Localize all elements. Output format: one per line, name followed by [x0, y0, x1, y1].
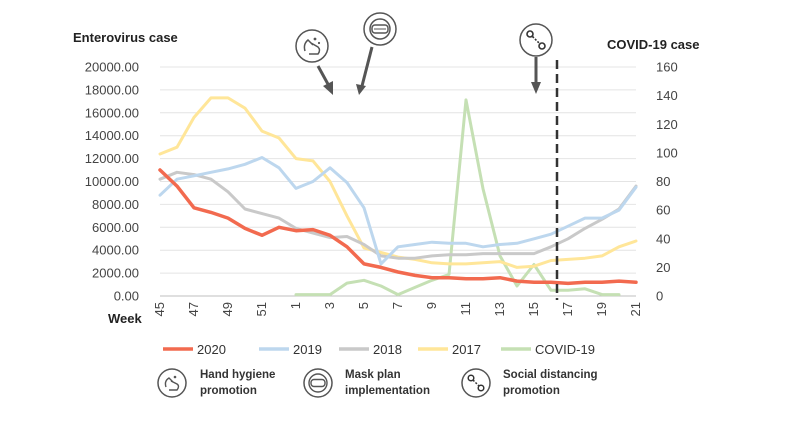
x-axis-title: Week [108, 311, 142, 326]
x-tick-label: 49 [220, 302, 235, 316]
y-left-ticks: 0.00 2000.00 4000.00 6000.00 8000.00 10000.00… [85, 60, 139, 304]
x-tick-label: 21 [628, 302, 643, 316]
y-right-tick-label: 120 [656, 117, 678, 132]
y-left-tick-label: 2000.00 [92, 266, 139, 281]
x-tick-label: 51 [254, 302, 269, 316]
legend-label: COVID-19 [535, 342, 595, 357]
y-right-tick-label: 20 [656, 260, 670, 275]
y-right-tick-label: 140 [656, 88, 678, 103]
y-right-title: COVID-19 case [607, 37, 700, 52]
note-hand-line1: Hand hygiene [200, 369, 275, 381]
note-hand-line2: promotion [200, 385, 257, 397]
x-tick-label: 47 [186, 302, 201, 316]
y-left-tick-label: 10000.00 [85, 174, 139, 189]
y-left-tick-label: 8000.00 [92, 197, 139, 212]
x-tick-label: 5 [356, 302, 371, 309]
y-left-tick-label: 12000.00 [85, 151, 139, 166]
x-tick-label: 7 [390, 302, 405, 309]
legend-label: 2018 [373, 342, 402, 357]
series-lines [158, 96, 638, 297]
x-tick-label: 13 [492, 302, 507, 316]
y-right-tick-label: 0 [656, 289, 663, 304]
series-line-covid-19 [294, 98, 621, 297]
y-left-tick-label: 4000.00 [92, 243, 139, 258]
note-distance-line1: Social distancing [503, 369, 598, 381]
series-line-2020 [158, 168, 638, 286]
note-mask-line1: Mask plan [345, 369, 401, 381]
note-mask-line2: implementation [345, 385, 430, 397]
x-tick-label: 9 [424, 302, 439, 309]
legend-label: 2019 [293, 342, 322, 357]
y-left-tick-label: 14000.00 [85, 128, 139, 143]
hand-hygiene-icon [295, 29, 329, 63]
hand-hygiene-icon [157, 368, 187, 398]
x-ticks: 45 47 49 51 1 3 5 7 9 11 13 15 17 19 21 [152, 302, 643, 316]
y-right-tick-label: 40 [656, 231, 670, 246]
note-mask: Mask plan implementation [303, 368, 430, 398]
mask-icon [363, 12, 397, 46]
social-distancing-icon [519, 23, 553, 57]
y-left-tick-label: 18000.00 [85, 82, 139, 97]
y-right-ticks: 0 20 40 60 80 100 120 140 160 [656, 60, 678, 304]
note-hand-hygiene: Hand hygiene promotion [157, 368, 275, 398]
y-right-tick-label: 60 [656, 203, 670, 218]
y-left-tick-label: 16000.00 [85, 105, 139, 120]
x-tick-label: 17 [560, 302, 575, 316]
y-left-tick-label: 6000.00 [92, 220, 139, 235]
y-left-tick-label: 0.00 [114, 289, 139, 304]
x-tick-label: 3 [322, 302, 337, 309]
y-left-title: Enterovirus case [73, 30, 178, 45]
y-right-tick-label: 80 [656, 174, 670, 189]
y-right-tick-label: 160 [656, 60, 678, 75]
x-tick-label: 15 [526, 302, 541, 316]
intervention-arrows [316, 46, 541, 95]
legend: 2020 2019 2018 2017 COVID-19 [163, 342, 595, 357]
x-tick-label: 11 [458, 302, 473, 316]
mask-icon [303, 368, 333, 398]
note-social-distancing: Social distancing promotion [461, 368, 598, 398]
note-distance-line2: promotion [503, 385, 560, 397]
series-line-2019 [158, 156, 638, 266]
social-distancing-icon [461, 368, 491, 398]
x-tick-label: 45 [152, 302, 167, 316]
legend-label: 2020 [197, 342, 226, 357]
y-left-tick-label: 20000.00 [85, 60, 139, 75]
x-tick-label: 19 [594, 302, 609, 316]
x-tick-label: 1 [288, 302, 303, 309]
y-right-tick-label: 100 [656, 145, 678, 160]
legend-label: 2017 [452, 342, 481, 357]
